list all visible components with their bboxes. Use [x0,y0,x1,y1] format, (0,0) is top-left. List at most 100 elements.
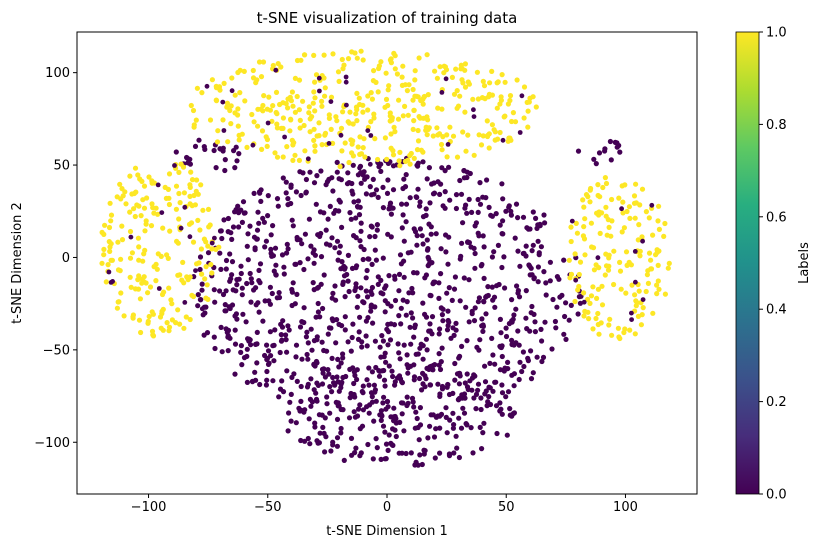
scatter-point [438,359,444,365]
scatter-point [195,303,201,309]
scatter-point [254,329,260,335]
scatter-point [421,93,428,100]
scatter-point [382,104,388,110]
scatter-point [464,371,470,377]
scatter-point [483,388,489,394]
scatter-point [239,285,245,291]
scatter-point [289,217,295,223]
scatter-point [637,253,643,259]
scatter-point [401,342,407,348]
scatter-point [150,333,157,339]
scatter-point [383,359,389,365]
scatter-point [374,445,380,451]
scatter-point [123,201,129,207]
scatter-point [617,259,623,265]
scatter-point [314,380,320,386]
scatter-point [317,88,322,94]
scatter-point [461,391,468,397]
scatter-point [397,149,403,155]
scatter-point [588,220,595,226]
scatter-point [458,253,464,259]
scatter-point [115,299,121,305]
scatter-point [453,327,459,333]
scatter-point [199,271,205,277]
scatter-point [460,220,466,226]
scatter-point [514,77,520,83]
scatter-point [397,252,404,258]
scatter-point [451,422,457,428]
scatter-point [452,274,458,280]
scatter-point [484,177,490,183]
scatter-point [283,337,289,343]
scatter-point [608,233,614,239]
scatter-point [348,348,354,354]
scatter-point [388,321,394,327]
scatter-point [353,215,359,221]
scatter-point [365,107,371,113]
scatter-point [354,118,360,124]
scatter-point [326,371,332,377]
scatter-point [106,224,113,231]
scatter-point [225,215,231,222]
scatter-point [475,209,481,215]
scatter-point [353,111,359,117]
scatter-point [515,215,521,221]
scatter-point [335,69,342,75]
scatter-point [392,276,398,282]
scatter-point [280,115,286,121]
scatter-point [264,342,270,348]
scatter-point [392,297,399,304]
scatter-point [425,254,431,260]
scatter-point [516,342,522,348]
scatter-point [229,88,235,94]
scatter-point [481,83,488,89]
scatter-point [336,78,342,84]
scatter-point [273,67,279,73]
scatter-point [318,254,325,260]
scatter-point [368,133,374,138]
scatter-point [554,274,561,280]
scatter-point [265,213,271,219]
scatter-point [454,154,461,160]
scatter-point [597,230,603,236]
scatter-point [462,395,468,401]
scatter-point [506,321,512,327]
scatter-point [262,298,268,304]
scatter-point [269,290,275,297]
scatter-point [169,301,175,307]
chart-title: t-SNE visualization of training data [257,9,518,27]
scatter-point [211,287,217,293]
scatter-point [136,257,142,263]
scatter-point [521,363,527,370]
scatter-point [457,177,463,184]
scatter-point [629,282,635,288]
scatter-point [200,312,206,318]
scatter-point [410,97,416,103]
scatter-point [582,308,588,314]
scatter-point [627,327,633,333]
scatter-point [489,213,495,219]
scatter-point [355,144,361,150]
scatter-point [346,288,352,295]
scatter-point [648,266,654,272]
scatter-point [253,80,259,86]
scatter-point [229,272,235,278]
scatter-point [464,210,470,216]
scatter-point [261,93,267,99]
scatter-point [374,222,380,228]
scatter-point [217,250,223,256]
scatter-point [284,241,290,247]
scatter-point [354,55,360,61]
scatter-point [396,158,402,164]
scatter-point [466,196,472,202]
scatter-point [266,94,272,100]
scatter-point [376,164,382,170]
scatter-point [371,115,377,121]
scatter-point [184,155,190,161]
scatter-point [543,292,549,298]
scatter-point [338,425,344,432]
scatter-point [241,210,247,216]
scatter-point [426,261,432,267]
scatter-point [283,179,289,185]
scatter-point [319,142,325,148]
